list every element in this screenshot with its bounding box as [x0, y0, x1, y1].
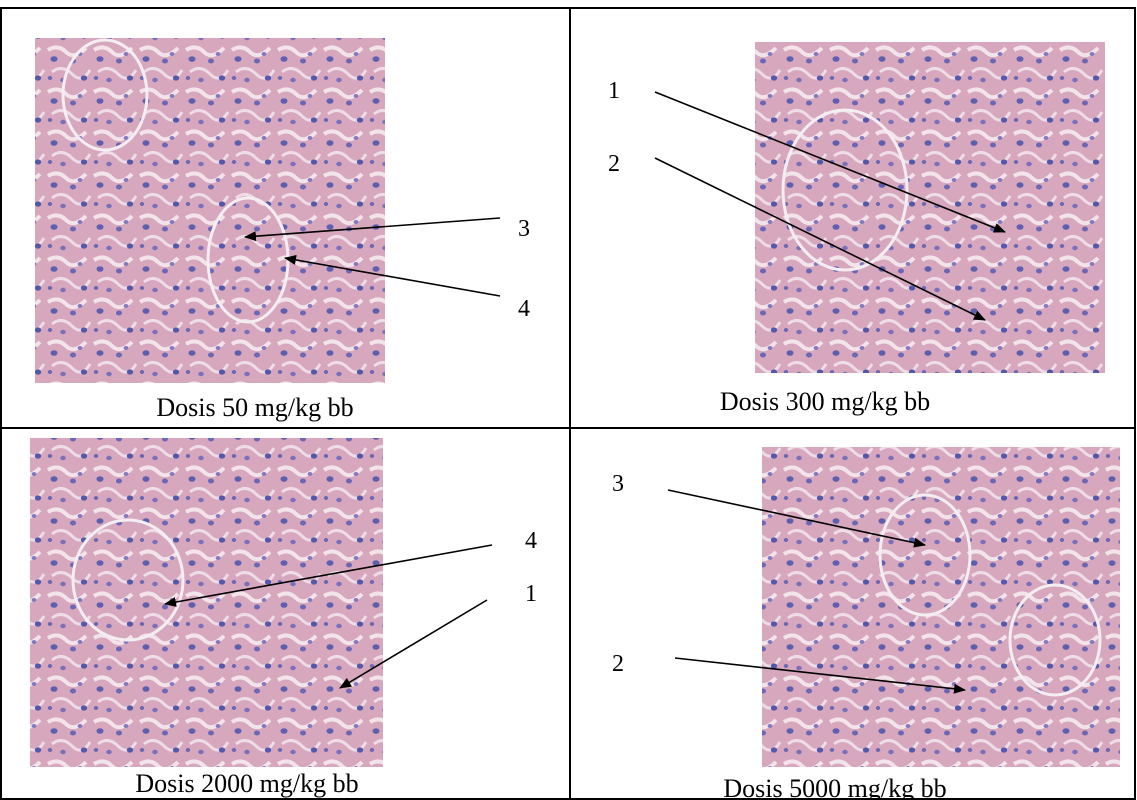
caption: Dosis 2000 mg/kg bb	[135, 769, 358, 798]
table-border	[0, 7, 1136, 800]
marker-label: 2	[608, 151, 620, 177]
marker-label: 1	[608, 78, 620, 104]
glomerulus	[1008, 583, 1102, 697]
cell: 3 4 Dosis 50 mg/kg bb	[35, 38, 530, 422]
arrow	[244, 217, 501, 242]
glomerulus	[878, 493, 972, 617]
arrow	[654, 91, 1006, 233]
micrograph	[762, 447, 1120, 767]
caption: Dosis 50 mg/kg bb	[156, 393, 353, 422]
glomerulus	[61, 38, 149, 152]
arrow	[674, 657, 966, 694]
marker-label: 4	[518, 296, 530, 322]
cell: 1 2 Dosis 300 mg/kg bb	[608, 42, 1105, 416]
cell: 4 1 Dosis 2000 mg/kg bb	[30, 438, 537, 798]
caption: Dosis 300 mg/kg bb	[720, 387, 930, 416]
glomerulus	[71, 518, 185, 642]
marker-label: 1	[525, 581, 537, 607]
micrograph	[755, 42, 1105, 373]
marker-label: 3	[518, 216, 530, 242]
arrow	[667, 489, 926, 548]
glomerulus	[781, 108, 909, 272]
marker-label: 3	[612, 471, 624, 497]
arrow	[654, 157, 986, 321]
micrograph	[30, 438, 383, 767]
arrow	[284, 254, 501, 297]
marker-label: 2	[612, 651, 624, 677]
micrograph	[35, 38, 385, 383]
arrow	[164, 544, 493, 607]
cell: 3 2 Dosis 5000 mg/kg bb	[612, 447, 1120, 800]
marker-label: 4	[525, 528, 537, 554]
caption: Dosis 5000 mg/kg bb	[723, 774, 946, 800]
arrow	[339, 599, 488, 689]
